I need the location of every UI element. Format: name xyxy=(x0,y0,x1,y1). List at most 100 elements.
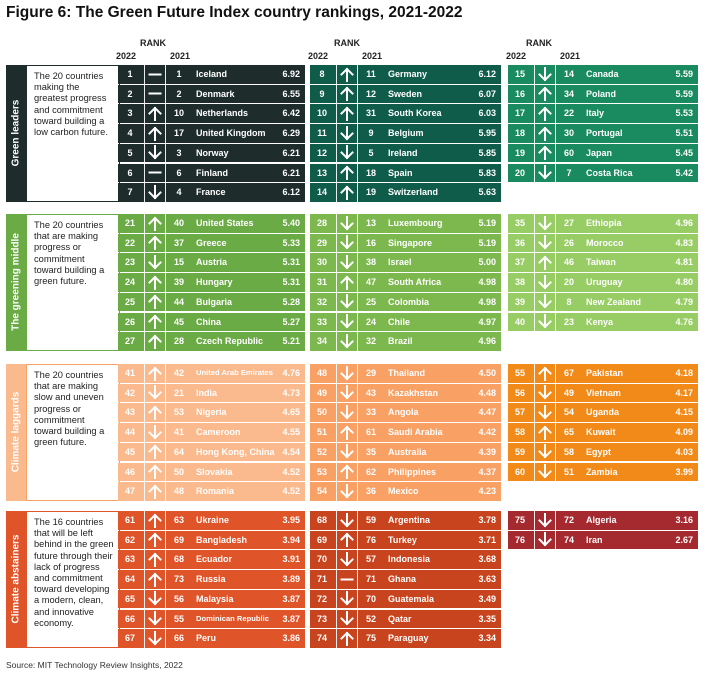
country-name: Russia xyxy=(196,574,226,585)
rank-2022: 14 xyxy=(316,187,327,198)
arrow-up-icon xyxy=(144,462,166,481)
table-row: 11 9 Belgium 5.95 xyxy=(310,124,501,143)
table-row: 14 19 Switzerland 5.63 xyxy=(310,183,501,202)
rank-2021: 3 xyxy=(176,147,182,158)
rank-2022: 19 xyxy=(514,147,525,158)
country-name: Romania xyxy=(196,486,235,497)
score-value: 5.31 xyxy=(282,277,300,288)
table-row: 57 54 Uganda 4.15 xyxy=(508,403,698,422)
score-value: 4.18 xyxy=(675,368,693,378)
country-name: Belgium xyxy=(388,128,424,139)
country-name: Thailand xyxy=(388,368,426,378)
score-value: 4.15 xyxy=(675,407,693,418)
table-row: 28 13 Luxembourg 5.19 xyxy=(310,214,501,233)
table-row: 9 12 Sweden 6.07 xyxy=(310,84,501,104)
table-row: 1 1 Iceland 6.92 xyxy=(118,65,305,84)
arrow-up-icon xyxy=(144,511,166,530)
country-name: Chile xyxy=(388,316,411,327)
arrow-up-icon xyxy=(336,273,358,292)
group-side-bar: Green leaders xyxy=(6,65,26,202)
score-value: 6.42 xyxy=(282,108,300,119)
score-value: 2.67 xyxy=(675,534,693,545)
rank-2022: 60 xyxy=(514,466,525,477)
arrow-up-icon xyxy=(336,629,358,648)
country-name: Ukraine xyxy=(196,515,230,525)
arrow-down-icon xyxy=(534,65,556,84)
country-name: Australia xyxy=(388,446,427,457)
rank-2022: 41 xyxy=(124,368,135,378)
score-value: 5.59 xyxy=(675,88,693,99)
arrow-down-icon xyxy=(534,163,556,182)
table-row: 40 23 Kenya 4.76 xyxy=(508,312,698,331)
rank-2021: 23 xyxy=(563,316,574,327)
table-row: 49 43 Kazakhstan 4.48 xyxy=(310,383,501,403)
rank-2022: 2 xyxy=(127,88,133,99)
rank-2022: 74 xyxy=(316,633,327,644)
score-value: 6.21 xyxy=(282,147,300,158)
country-name: Ethiopia xyxy=(586,218,622,228)
rank-2022: 40 xyxy=(514,316,525,327)
arrow-down-icon xyxy=(144,589,166,609)
arrow-up-icon xyxy=(534,423,556,442)
country-name: Austria xyxy=(196,257,228,268)
table-row: 56 49 Vietnam 4.17 xyxy=(508,383,698,403)
table-row: 52 35 Australia 4.39 xyxy=(310,442,501,462)
rank-2021: 29 xyxy=(365,368,376,378)
country-name: Colombia xyxy=(388,296,430,307)
rank-2022: 75 xyxy=(514,515,525,525)
table-row: 46 50 Slovakia 4.52 xyxy=(118,462,305,481)
dash-icon xyxy=(336,570,358,589)
table-row: 18 30 Portugal 5.51 xyxy=(508,124,698,143)
rank-2022: 62 xyxy=(124,534,135,545)
country-name: Norway xyxy=(196,147,229,158)
table-row: 65 56 Malaysia 3.87 xyxy=(118,589,305,609)
table-row: 6 6 Finland 6.21 xyxy=(118,163,305,182)
country-name: Cameroon xyxy=(196,427,241,438)
table-row: 44 41 Cameroon 4.55 xyxy=(118,423,305,442)
table-row: 16 34 Poland 5.59 xyxy=(508,84,698,104)
rank-2021: 53 xyxy=(173,407,184,418)
arrow-up-icon xyxy=(144,530,166,550)
table-row: 70 57 Indonesia 3.68 xyxy=(310,550,501,569)
year-2022-label: 2022 xyxy=(116,51,137,61)
rank-2022: 33 xyxy=(316,316,327,327)
table-row: 48 29 Thailand 4.50 xyxy=(310,364,501,383)
rank-2021: 60 xyxy=(563,147,574,158)
rank-2021: 54 xyxy=(563,407,574,418)
rank-2022: 22 xyxy=(124,237,135,248)
rank-2021: 73 xyxy=(173,574,184,585)
country-name: Finland xyxy=(196,167,228,178)
country-name: Sweden xyxy=(388,88,423,99)
table-row: 5 3 Norway 6.21 xyxy=(118,143,305,163)
arrow-up-icon xyxy=(534,364,556,383)
rank-2022: 66 xyxy=(124,613,135,624)
rank-2021: 13 xyxy=(365,218,376,228)
country-name: United States xyxy=(196,218,254,228)
score-value: 5.28 xyxy=(282,296,300,307)
rank-2021: 74 xyxy=(563,534,574,545)
arrow-down-icon xyxy=(534,442,556,462)
rank-2021: 26 xyxy=(563,237,574,248)
score-value: 3.49 xyxy=(478,593,496,604)
group-greening_middle: The greening middle The 20 countries that… xyxy=(6,214,120,351)
group-side-bar: Climate abstainers xyxy=(6,511,26,648)
group-description: The 20 countries that are making progres… xyxy=(26,214,120,351)
year-2021-label: 2021 xyxy=(362,51,383,61)
rank-2021: 7 xyxy=(566,167,572,178)
arrow-up-icon xyxy=(144,570,166,589)
country-name: South Korea xyxy=(388,108,442,119)
country-name: Singapore xyxy=(388,237,433,248)
rank-2022: 70 xyxy=(316,554,327,565)
rank-2021: 47 xyxy=(365,277,376,288)
country-name: Israel xyxy=(388,257,412,268)
table-row: 8 11 Germany 6.12 xyxy=(310,65,501,84)
arrow-down-icon xyxy=(336,292,358,312)
rank-2022: 26 xyxy=(124,316,135,327)
arrow-up-icon xyxy=(144,550,166,569)
rank-2021: 12 xyxy=(365,88,376,99)
arrow-up-icon xyxy=(336,84,358,104)
rank-2022: 50 xyxy=(316,407,327,418)
rank-2022: 11 xyxy=(317,128,327,139)
country-name: Saudi Arabia xyxy=(388,427,443,438)
rank-2022: 18 xyxy=(514,128,525,139)
